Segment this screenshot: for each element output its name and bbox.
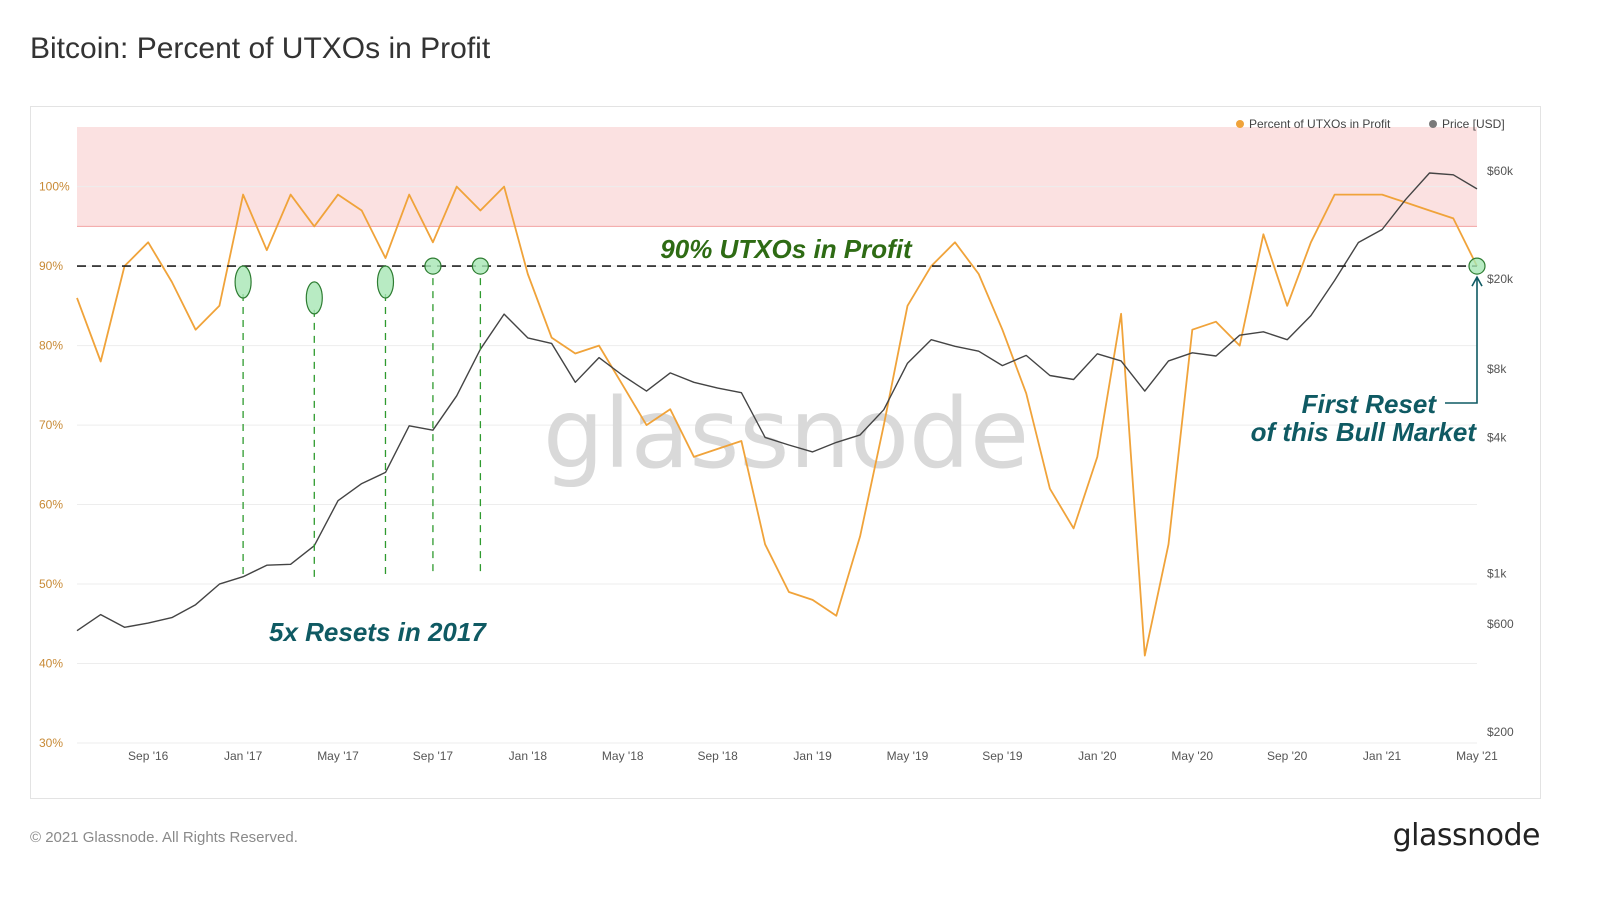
legend-swatch-utxo	[1236, 120, 1244, 128]
x-tick-label: May '19	[887, 749, 929, 763]
x-tick-label: Jan '17	[224, 749, 263, 763]
x-tick-label: Sep '17	[413, 749, 454, 763]
x-tick-label: Jan '20	[1078, 749, 1117, 763]
y-left-tick-label: 90%	[39, 259, 63, 273]
x-tick-label: Sep '18	[698, 749, 739, 763]
reset-marker	[234, 265, 252, 299]
reset-marker	[424, 257, 442, 275]
y-right-tick-label: $8k	[1487, 362, 1507, 376]
y-right-tick-label: $20k	[1487, 272, 1514, 286]
threshold-label: 90% UTXOs in Profit	[660, 234, 913, 264]
resets-2017-label: 5x Resets in 2017	[269, 617, 487, 647]
reset-marker	[305, 281, 323, 315]
x-tick-label: May '20	[1171, 749, 1213, 763]
legend-label-price: Price [USD]	[1442, 117, 1505, 131]
first-reset-label-line1: First Reset	[1302, 389, 1438, 419]
reset-marker	[376, 265, 395, 299]
reset-marker	[471, 257, 489, 275]
chart-title: Bitcoin: Percent of UTXOs in Profit	[30, 32, 491, 65]
chart-frame: glassnode 90% UTXOs in Profit First Reset…	[30, 106, 1541, 799]
y-left-tick-label: 60%	[39, 498, 63, 512]
y-right-tick-label: $60k	[1487, 164, 1514, 178]
x-tick-label: Jan '21	[1363, 749, 1402, 763]
chart-svg: glassnode 90% UTXOs in Profit First Reset…	[39, 117, 1514, 763]
x-tick-label: Jan '18	[509, 749, 548, 763]
first-reset-label-line2: of this Bull Market	[1251, 417, 1478, 447]
y-left-tick-label: 30%	[39, 736, 63, 750]
legend-label-utxo: Percent of UTXOs in Profit	[1249, 117, 1391, 131]
x-tick-label: May '21	[1456, 749, 1498, 763]
reset-marker	[1468, 257, 1486, 275]
y-left-tick-label: 50%	[39, 577, 63, 591]
x-tick-label: May '18	[602, 749, 644, 763]
y-right-tick-label: $4k	[1487, 430, 1507, 444]
x-tick-label: Jan '19	[793, 749, 832, 763]
price-series-line	[76, 172, 1478, 632]
y-left-tick-label: 80%	[39, 339, 63, 353]
y-left-tick-label: 100%	[39, 180, 70, 194]
first-reset-arrow	[1445, 278, 1478, 404]
utxo-profit-series-line	[76, 185, 1478, 657]
x-tick-label: May '17	[317, 749, 359, 763]
glassnode-logo: glassnode	[1392, 818, 1541, 853]
first-reset-arrowhead	[1471, 275, 1483, 287]
watermark: glassnode	[543, 378, 1029, 490]
copyright-footer: © 2021 Glassnode. All Rights Reserved.	[30, 829, 298, 846]
x-tick-label: Sep '16	[128, 749, 169, 763]
x-tick-label: Sep '19	[982, 749, 1023, 763]
y-right-tick-label: $1k	[1487, 567, 1507, 581]
legend-swatch-price	[1429, 120, 1437, 128]
y-right-tick-label: $600	[1487, 617, 1514, 631]
y-left-tick-label: 40%	[39, 657, 63, 671]
y-right-tick-label: $200	[1487, 725, 1514, 739]
y-left-tick-label: 70%	[39, 418, 63, 432]
overbought-band	[77, 127, 1477, 227]
x-tick-label: Sep '20	[1267, 749, 1308, 763]
